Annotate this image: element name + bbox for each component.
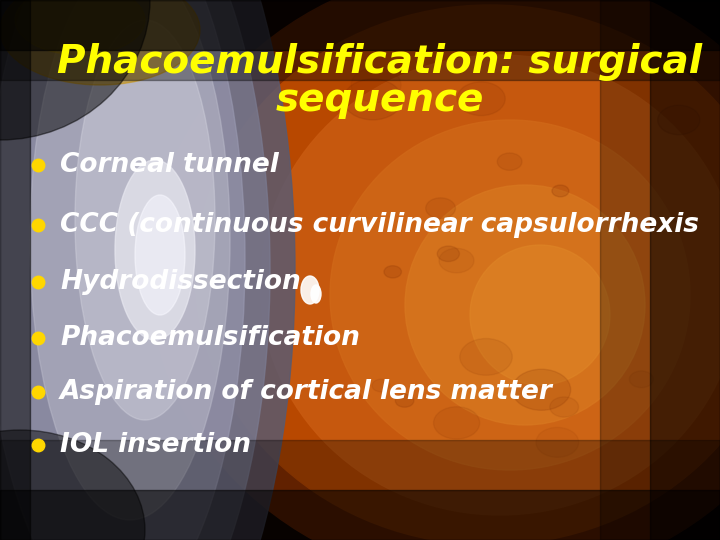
Text: Phacoemulsification: Phacoemulsification	[60, 325, 360, 351]
Ellipse shape	[405, 185, 645, 425]
Ellipse shape	[457, 82, 505, 116]
Bar	[0, 0, 720, 50]
Ellipse shape	[629, 371, 653, 388]
Ellipse shape	[330, 120, 690, 470]
Ellipse shape	[0, 430, 145, 540]
Ellipse shape	[395, 394, 414, 407]
Ellipse shape	[372, 379, 390, 392]
Ellipse shape	[195, 5, 720, 540]
Bar	[0, 0, 720, 80]
Ellipse shape	[550, 397, 579, 417]
Ellipse shape	[115, 160, 195, 340]
Ellipse shape	[0, 0, 245, 540]
Text: Corneal tunnel: Corneal tunnel	[60, 152, 279, 178]
Ellipse shape	[0, 0, 150, 140]
Bar	[0, 490, 720, 540]
Ellipse shape	[150, 0, 720, 540]
Bar	[0, 0, 30, 540]
Ellipse shape	[439, 248, 474, 273]
Ellipse shape	[15, 0, 145, 55]
Ellipse shape	[437, 246, 459, 261]
Ellipse shape	[311, 285, 321, 303]
Bar	[650, 0, 720, 540]
Ellipse shape	[30, 0, 230, 520]
Bar	[0, 440, 720, 540]
Ellipse shape	[135, 195, 185, 315]
Ellipse shape	[0, 0, 295, 540]
Ellipse shape	[260, 55, 720, 515]
Ellipse shape	[552, 185, 569, 197]
Ellipse shape	[0, 0, 270, 540]
Text: sequence: sequence	[276, 81, 484, 119]
Ellipse shape	[512, 369, 571, 410]
Text: IOL insertion: IOL insertion	[60, 432, 251, 458]
Ellipse shape	[301, 276, 319, 304]
Ellipse shape	[470, 245, 610, 385]
Text: Hydrodissection: Hydrodissection	[60, 269, 301, 295]
Ellipse shape	[0, 0, 200, 85]
Ellipse shape	[384, 266, 402, 278]
Text: CCC (continuous curvilinear capsulorrhexis: CCC (continuous curvilinear capsulorrhex…	[60, 212, 699, 238]
Text: Phacoemulsification: surgical: Phacoemulsification: surgical	[58, 43, 703, 81]
Ellipse shape	[657, 105, 700, 135]
Ellipse shape	[536, 427, 579, 457]
Ellipse shape	[460, 339, 512, 375]
Ellipse shape	[426, 198, 456, 219]
Ellipse shape	[433, 407, 480, 439]
Text: Aspiration of cortical lens matter: Aspiration of cortical lens matter	[60, 379, 553, 405]
Ellipse shape	[343, 79, 402, 120]
Bar	[600, 0, 720, 540]
Ellipse shape	[75, 20, 215, 420]
Ellipse shape	[498, 153, 522, 170]
Ellipse shape	[351, 68, 401, 103]
